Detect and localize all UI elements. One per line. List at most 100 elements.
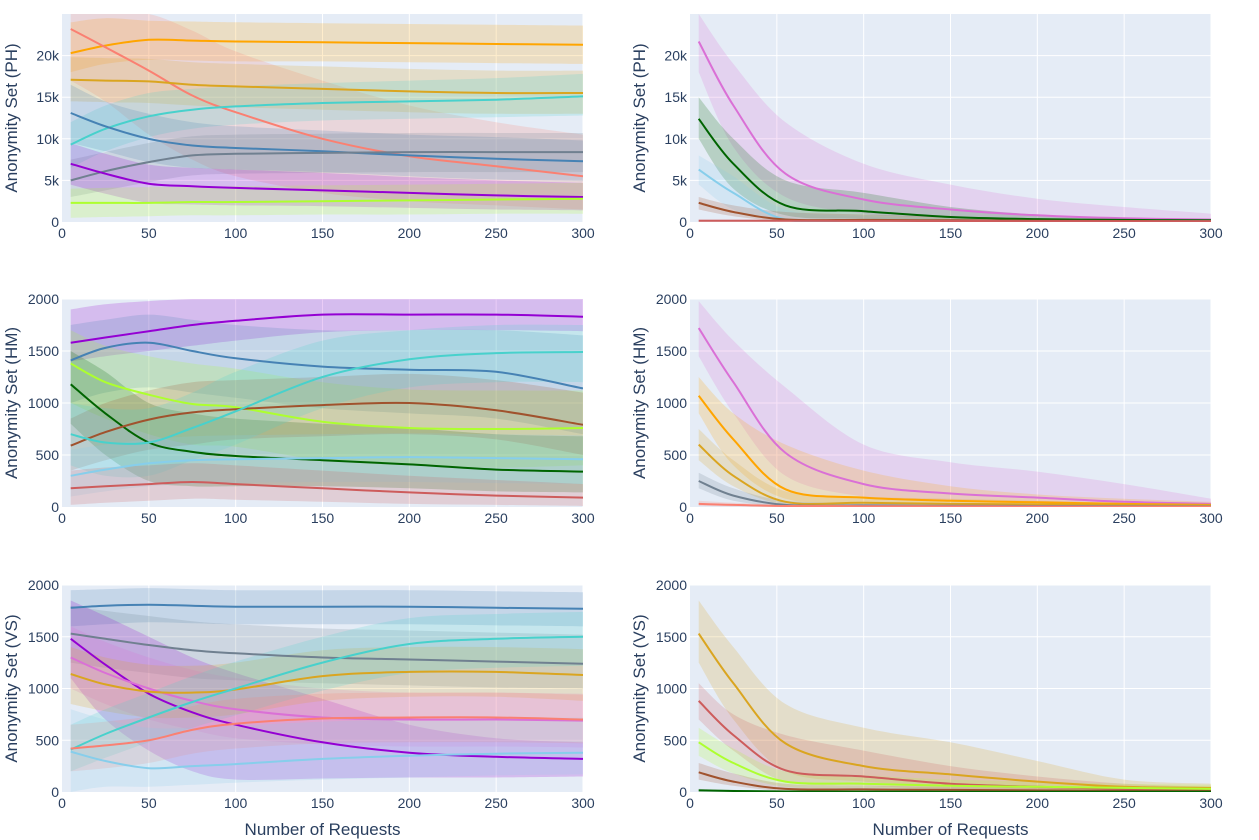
y-tick-label: 500 — [36, 447, 60, 463]
series-line-s5 — [698, 502, 1211, 507]
x-tick-label: 200 — [398, 225, 422, 241]
x-tick-label: 150 — [311, 225, 335, 241]
y-tick-label: 10k — [664, 131, 688, 147]
subplot-middle-right: 0 50 100 150 200 250 300 0 500 1000 1500 2000 Anonym… — [630, 291, 1223, 526]
confidence-band-s1 — [698, 301, 1211, 506]
y-axis-title: Anonymity Set (PH) — [630, 43, 649, 192]
y-tick-label: 2000 — [28, 291, 59, 307]
series-line-s8 — [70, 480, 583, 499]
y-tick-label: 20k — [36, 48, 60, 64]
x-tick-label: 200 — [398, 795, 422, 811]
series-line-s1 — [70, 313, 583, 344]
x-tick-label: 250 — [484, 510, 508, 526]
series-line-s2 — [697, 395, 1211, 506]
x-tick-label: 50 — [141, 795, 157, 811]
y-axis-title: Anonymity Set (VS) — [630, 614, 649, 762]
x-tick-label: 50 — [141, 225, 157, 241]
subplot-top-right: 0 50 100 150 200 250 300 0 5k 10k 15k 20k Anonymity … — [630, 14, 1223, 241]
series-line-s4 — [70, 383, 583, 473]
series-line-s6 — [70, 151, 583, 182]
x-tick-label: 200 — [1026, 225, 1050, 241]
confidence-band-s4 — [698, 197, 1211, 222]
y-tick-label: 5k — [44, 172, 60, 188]
y-tick-label: 1000 — [28, 395, 59, 411]
series-line-s4 — [70, 656, 583, 722]
plot-area — [70, 299, 583, 506]
y-tick-label: 1000 — [656, 681, 687, 697]
confidence-band-s6 — [70, 324, 583, 478]
y-tick-label: 500 — [664, 732, 688, 748]
y-tick-label: 10k — [36, 131, 60, 147]
x-tick-label: 50 — [141, 510, 157, 526]
y-tick-label: 1500 — [656, 629, 687, 645]
x-tick-label: 200 — [1026, 510, 1050, 526]
series-line-s8 — [70, 750, 583, 770]
x-tick-label: 100 — [224, 510, 248, 526]
x-tick-label: 100 — [852, 795, 876, 811]
confidence-band-s2 — [70, 605, 583, 689]
y-tick-label: 2000 — [656, 291, 687, 307]
x-tick-label: 250 — [1112, 795, 1136, 811]
x-tick-label: 100 — [852, 510, 876, 526]
y-tick-label: 1000 — [28, 681, 59, 697]
confidence-band-s6 — [70, 132, 583, 197]
subplot-bottom-left: 0 50 100 150 200 250 300 0 500 1000 1500 2000 Anonym… — [2, 577, 595, 839]
y-tick-label: 2000 — [28, 577, 59, 593]
y-tick-label: 0 — [679, 499, 687, 515]
series-line-s3 — [70, 637, 583, 760]
series-line-s2 — [697, 118, 1211, 222]
y-axis-title: Anonymity Set (PH) — [2, 43, 21, 192]
y-tick-label: 0 — [679, 214, 687, 230]
series-line-s8 — [70, 197, 583, 204]
x-tick-label: 50 — [769, 225, 785, 241]
x-tick-label: 0 — [686, 795, 694, 811]
y-tick-label: 0 — [51, 499, 59, 515]
confidence-band-s7 — [70, 433, 583, 497]
y-tick-label: 15k — [36, 89, 60, 105]
series-line-s4 — [698, 771, 1211, 792]
plot-area — [70, 588, 583, 792]
y-tick-label: 500 — [36, 732, 60, 748]
x-tick-label: 300 — [571, 225, 595, 241]
confidence-band-s8 — [70, 709, 583, 792]
x-tick-label: 0 — [58, 225, 66, 241]
y-tick-label: 1500 — [28, 629, 59, 645]
confidence-band-s6 — [70, 611, 583, 772]
confidence-band-s2 — [70, 14, 583, 210]
confidence-band-s3 — [70, 330, 583, 468]
x-tick-label: 150 — [939, 225, 963, 241]
x-tick-label: 0 — [686, 225, 694, 241]
x-tick-label: 150 — [311, 510, 335, 526]
plot-area — [70, 14, 583, 218]
y-tick-label: 0 — [679, 784, 687, 800]
y-axis-title: Anonymity Set (HM) — [630, 327, 649, 479]
confidence-band-s2 — [70, 314, 583, 435]
x-tick-label: 150 — [939, 510, 963, 526]
series-line-s6 — [70, 635, 583, 751]
subplot-bottom-right: 0 50 100 150 200 250 300 0 500 1000 1500 2000 Anonym… — [630, 577, 1223, 839]
x-tick-label: 150 — [311, 795, 335, 811]
confidence-band-s8 — [70, 463, 583, 506]
series-line-s5 — [70, 401, 583, 447]
x-tick-label: 300 — [571, 795, 595, 811]
series-line-s5 — [70, 670, 583, 694]
y-tick-label: 1500 — [28, 343, 59, 359]
series-line-s7 — [70, 456, 583, 477]
y-axis-title: Anonymity Set (VS) — [2, 614, 21, 762]
series-line-s1 — [697, 41, 1211, 221]
x-tick-label: 250 — [484, 225, 508, 241]
series-line-s2 — [70, 341, 583, 390]
plot-area — [697, 301, 1211, 507]
series-line-s3 — [698, 741, 1211, 790]
y-tick-label: 2000 — [656, 577, 687, 593]
plot-area — [697, 600, 1211, 792]
y-tick-label: 0 — [51, 784, 59, 800]
confidence-band-s1 — [698, 14, 1211, 222]
x-tick-label: 50 — [769, 795, 785, 811]
y-axis-title: Anonymity Set (HM) — [2, 327, 21, 479]
x-tick-label: 250 — [1112, 510, 1136, 526]
subplot-middle-left: 0 50 100 150 200 250 300 0 500 1000 1500 2000 Anonym… — [2, 291, 595, 526]
confidence-band-s1 — [70, 18, 583, 73]
series-line-s5 — [698, 789, 1211, 792]
